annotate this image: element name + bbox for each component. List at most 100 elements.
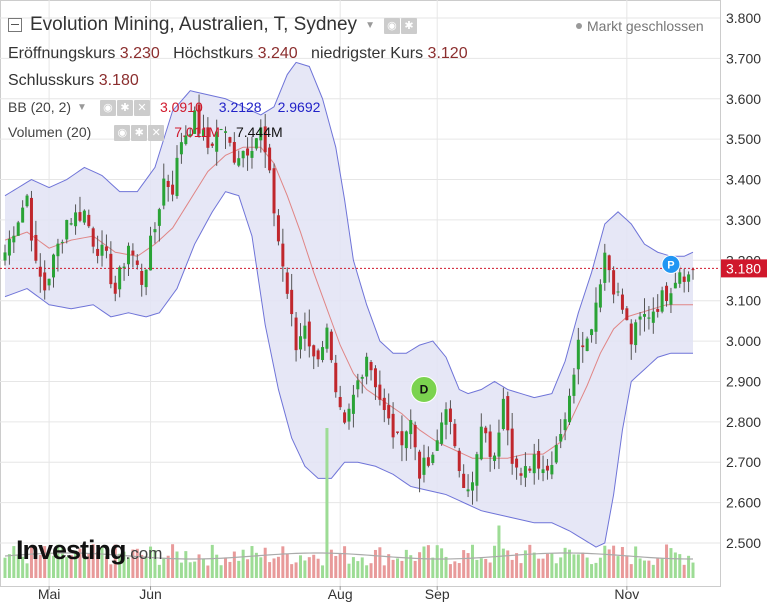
candle-body <box>294 317 298 351</box>
bb-gear-icon[interactable]: ✱ <box>116 100 133 116</box>
volume-bar <box>572 554 576 578</box>
market-status: Markt geschlossen <box>576 18 704 34</box>
volume-bar <box>470 544 474 578</box>
gear-icon[interactable]: ✱ <box>400 18 417 34</box>
volume-bar <box>87 554 91 578</box>
volume-bar <box>488 562 492 578</box>
volume-bar <box>82 545 86 578</box>
volume-bar <box>272 558 276 578</box>
x-tick-label: Mai <box>38 586 61 602</box>
volume-bar <box>3 557 7 578</box>
candle-body <box>60 241 64 243</box>
volume-bar <box>325 428 329 578</box>
volume-bar <box>206 565 210 578</box>
volume-bar <box>321 565 325 578</box>
candle-body <box>488 431 492 457</box>
bb-close-icon[interactable]: ✕ <box>133 100 150 116</box>
volume-bar <box>144 556 148 578</box>
candle-body <box>607 255 611 271</box>
candle-body <box>629 323 633 345</box>
volume-bar <box>268 562 272 578</box>
y-tick-label: 3.700 <box>726 50 761 66</box>
candle-body <box>484 427 488 434</box>
volume-bar <box>215 554 219 578</box>
candle-body <box>281 243 285 267</box>
volume-bar <box>91 544 95 578</box>
candle-body <box>541 469 545 474</box>
bollinger-upper-line <box>4 61 694 399</box>
candle-body <box>201 130 205 137</box>
bb-upper-value: 3.2128 <box>218 99 262 115</box>
candle-body <box>603 252 607 283</box>
candle-body <box>237 158 241 166</box>
candle-body <box>38 266 42 277</box>
status-dot-icon <box>576 23 582 29</box>
volume-bar <box>510 559 514 578</box>
bb-eye-icon[interactable]: ◉ <box>99 100 116 116</box>
candle-body <box>515 458 519 468</box>
volume-bar <box>122 551 126 578</box>
volume-label[interactable]: Volumen (20) <box>8 124 92 140</box>
candle-body <box>307 321 311 347</box>
candle-body <box>404 431 408 449</box>
volume-bar <box>100 547 104 578</box>
candle-body <box>687 274 691 282</box>
vol-close-icon[interactable]: ✕ <box>148 125 165 141</box>
volume-bar <box>484 558 488 578</box>
candle-body <box>563 419 567 431</box>
volume-bar <box>104 556 108 578</box>
ohl-row: Eröffnungskurs 3.230 Höchstkurs 3.240 ni… <box>8 45 468 63</box>
y-tick-label: 3.800 <box>726 10 761 26</box>
candle-body <box>554 444 558 463</box>
volume-bar <box>360 557 364 578</box>
candle-body <box>153 229 157 233</box>
volume-bar <box>493 545 497 578</box>
volume-bar <box>523 550 527 578</box>
open-value: 3.230 <box>119 45 160 62</box>
volume-bar <box>515 553 519 578</box>
candle-body <box>506 396 510 431</box>
candle-body <box>537 450 541 469</box>
bb-dropdown-icon[interactable]: ▼ <box>77 101 87 113</box>
volume-bar <box>131 549 135 578</box>
candle-body <box>669 293 673 305</box>
candle-body <box>590 329 594 336</box>
candle-body <box>422 457 426 475</box>
volume-bar <box>254 552 258 578</box>
candle-body <box>34 234 38 261</box>
volume-bar <box>237 560 241 578</box>
eye-icon[interactable]: ◉ <box>383 18 400 34</box>
candle-body <box>219 129 223 131</box>
candle-body <box>268 147 272 171</box>
close-value: 3.180 <box>98 72 139 89</box>
volume-bar <box>660 558 664 578</box>
volume-bar <box>188 562 192 578</box>
volume-bar <box>365 565 369 578</box>
vol-eye-icon[interactable]: ◉ <box>114 125 131 141</box>
bb-mid-value: 3.0910 <box>159 99 203 115</box>
candle-body <box>673 282 677 289</box>
volume-bar <box>162 557 166 578</box>
volume-bar <box>60 546 64 578</box>
candle-body <box>316 350 320 360</box>
candle-body <box>409 420 413 435</box>
bb-label[interactable]: BB (20, 2) <box>8 99 72 115</box>
volume-bar <box>65 556 69 578</box>
candle-body <box>228 137 232 143</box>
y-tick-label: 2.700 <box>726 454 761 470</box>
candle-body <box>104 246 108 251</box>
collapse-icon[interactable] <box>8 18 22 32</box>
candle-body <box>16 222 20 236</box>
candle-body <box>457 450 461 472</box>
vol-gear-icon[interactable]: ✱ <box>131 125 148 141</box>
candle-body <box>523 466 527 478</box>
volume-bar <box>334 555 338 578</box>
volume-bar <box>581 552 585 578</box>
volume-bar <box>351 557 355 578</box>
volume-bar <box>612 545 616 578</box>
candle-body <box>91 228 95 247</box>
volume-avg-line <box>4 552 694 560</box>
volume-bar <box>545 553 549 578</box>
title-dropdown-icon[interactable]: ▼ <box>365 19 375 31</box>
volume-bar <box>118 553 122 578</box>
